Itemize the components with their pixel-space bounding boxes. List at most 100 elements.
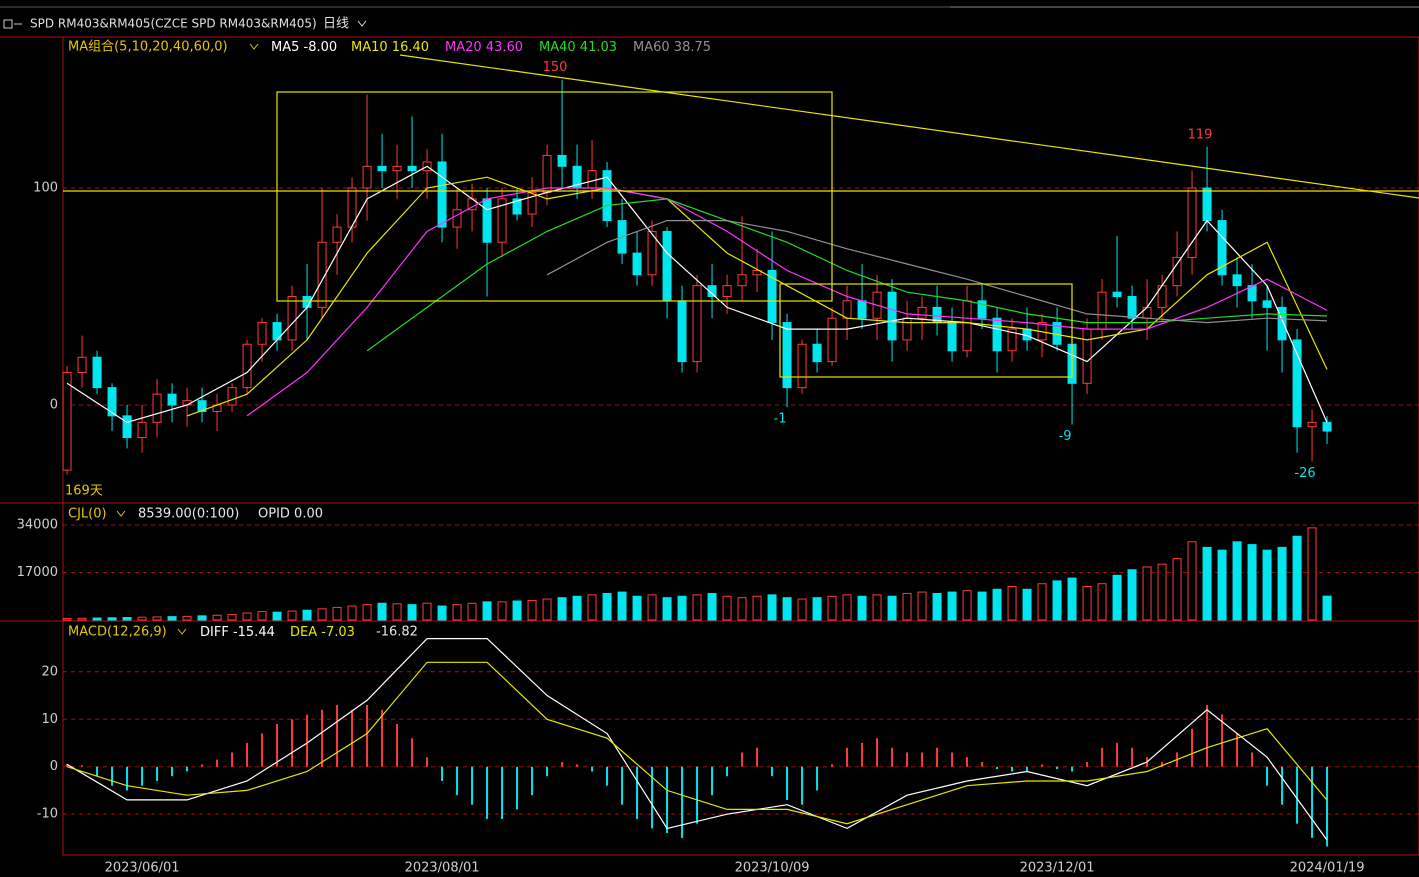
period[interactable]: 日线 [323, 17, 349, 32]
legend-name: MA60 [633, 40, 670, 55]
candle-body [317, 241, 327, 308]
volume-bar [512, 600, 522, 621]
macd-line [66, 661, 1328, 825]
legend-item: MA20 43.60 [445, 40, 523, 55]
candle-body [242, 343, 252, 389]
candle-body [92, 356, 102, 389]
volume-bar [1067, 577, 1077, 621]
volume-bar [1307, 527, 1317, 621]
candle-body [827, 317, 837, 363]
ma-line [246, 187, 1328, 417]
y-tick-label: 100 [33, 181, 58, 196]
volume-bar [752, 595, 762, 621]
chevron[interactable] [249, 43, 259, 50]
candle-body [1097, 291, 1107, 330]
chevron[interactable] [177, 628, 187, 635]
candle-body [1202, 187, 1212, 222]
x-tick-label: 2023/12/01 [1020, 861, 1095, 876]
candle-body [407, 165, 417, 172]
candle-body [557, 154, 567, 167]
legend-value: 43.60 [486, 40, 523, 55]
volume-bar [557, 597, 567, 621]
volume-bar [1247, 544, 1257, 621]
volume-bar [542, 598, 552, 621]
candle-body [1322, 421, 1332, 432]
volume-bar [272, 611, 282, 621]
volume-bar [1022, 588, 1032, 621]
x-tick-label: 2023/06/01 [105, 861, 180, 876]
volume-bar [1202, 546, 1212, 621]
candle-body [437, 161, 447, 228]
candle-body [497, 198, 507, 243]
candle-body [707, 285, 717, 298]
ma-header[interactable]: MA组合(5,10,20,40,60,0) [68, 40, 228, 55]
candle-body [1292, 339, 1302, 428]
symbol: SPD RM403&RM405(CZCE SPD RM403&RM405) [30, 17, 317, 31]
candle-body [962, 300, 972, 352]
volume-bar [167, 616, 177, 621]
volume-bar [407, 604, 417, 621]
volume-bar [77, 617, 87, 621]
volume-bar [602, 592, 612, 621]
volume-bar [1082, 585, 1092, 621]
candle-body [527, 191, 537, 215]
volume-bar [422, 602, 432, 621]
volume-bar [332, 606, 342, 621]
volume-bar [137, 616, 147, 621]
volume-bar [92, 617, 102, 621]
chevron[interactable] [116, 510, 126, 517]
volume-bar [632, 595, 642, 621]
legend-value: -15.44 [233, 625, 275, 640]
candle-body [1307, 421, 1317, 428]
x-tick-label: 2023/10/09 [735, 861, 810, 876]
toolbar-icon[interactable] [3, 19, 22, 29]
volume-bar [1262, 549, 1272, 621]
candle-body [947, 322, 957, 352]
x-tick-label: 2023/08/01 [405, 861, 480, 876]
candle-body [647, 230, 657, 276]
volume-bar [1277, 546, 1287, 621]
extreme-label: -9 [1059, 429, 1072, 444]
legend-value: -8.00 [304, 40, 338, 55]
candle-body [812, 343, 822, 363]
volume-bar [152, 616, 162, 621]
volume-bar [362, 604, 372, 621]
candle-body [842, 300, 852, 319]
extreme-label: 150 [543, 60, 568, 75]
volume-bar [842, 594, 852, 621]
volume-bar [647, 594, 657, 621]
candle-body [1082, 328, 1092, 384]
legend-name: MA40 [539, 40, 576, 55]
volume-bar [1187, 541, 1197, 621]
drawings [63, 54, 1419, 378]
volume-bar [317, 608, 327, 621]
volume-bar [287, 610, 297, 621]
extreme-label: -26 [1294, 466, 1315, 481]
volume-bar [767, 594, 777, 621]
legend-item: MA60 38.75 [633, 40, 711, 55]
volume-bar [482, 601, 492, 621]
volume-bar [587, 594, 597, 621]
candle-body [782, 322, 792, 389]
volume-bar [1292, 535, 1302, 621]
candle-body [1187, 187, 1197, 258]
candle-body [167, 393, 177, 406]
volume-bar [977, 591, 987, 621]
period-chevron[interactable] [357, 20, 367, 27]
volume-bar [302, 609, 312, 621]
candle-body [107, 387, 117, 417]
candle-body [1172, 256, 1182, 287]
volume-bar [662, 597, 672, 621]
legend-name: DEA [290, 625, 317, 640]
volume-bar [827, 595, 837, 621]
macd-header[interactable]: MACD(12,26,9) [68, 625, 167, 640]
volume-bar [1052, 580, 1062, 621]
candle-body [902, 317, 912, 341]
candle-body [1112, 291, 1122, 298]
legend-value: -7.03 [321, 625, 355, 640]
volume-header[interactable]: CJL(0) [68, 507, 107, 522]
volume-bar [437, 605, 447, 621]
volume-bar [617, 591, 627, 621]
candle-body [122, 415, 132, 439]
candle-body [752, 269, 762, 276]
